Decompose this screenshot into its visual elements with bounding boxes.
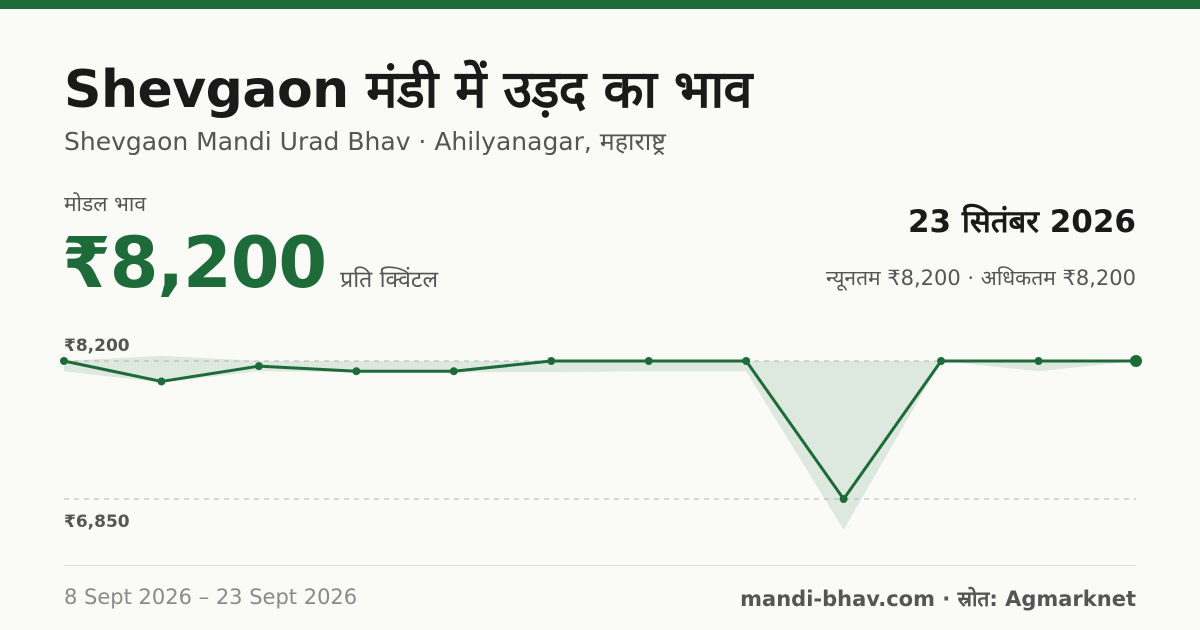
data-point (1034, 357, 1043, 365)
data-point (157, 377, 166, 386)
page-subtitle: Shevgaon Mandi Urad Bhav · Ahilyanagar, … (64, 127, 666, 156)
price-unit: प्रति क्विंटल (340, 267, 439, 293)
price-trend-chart: ₹8,200 ₹6,850 (60, 336, 1142, 532)
data-point (839, 495, 848, 503)
data-point (352, 367, 361, 376)
price-range-band (64, 355, 1136, 530)
model-price-label: मोडल भाव (64, 192, 147, 216)
price-points (60, 355, 1142, 503)
data-point (937, 357, 946, 365)
data-point (449, 367, 458, 376)
data-point (547, 357, 556, 365)
model-price-value: ₹8,200 (62, 222, 327, 304)
top-accent-bar (0, 0, 1200, 9)
y-tick-label-max: ₹8,200 (64, 336, 130, 356)
footer-divider (64, 565, 1136, 566)
page-title: Shevgaon मंडी में उड़द का भाव (64, 60, 752, 120)
footer-source: mandi-bhav.com · स्रोत: Agmarknet (740, 587, 1136, 611)
data-point (742, 357, 751, 365)
price-date: 23 सितंबर 2026 (907, 204, 1136, 240)
data-point (60, 357, 68, 365)
data-point (1130, 355, 1142, 367)
footer-date-range: 8 Sept 2026 – 23 Sept 2026 (64, 585, 358, 609)
y-tick-label-min: ₹6,850 (64, 512, 130, 532)
data-point (254, 362, 263, 371)
price-range: न्यूनतम ₹8,200 · अधिकतम ₹8,200 (826, 266, 1136, 290)
price-series-line (63, 359, 1136, 501)
model-price: ₹8,200 प्रति क्विंटल (62, 222, 438, 304)
data-point (644, 357, 653, 365)
